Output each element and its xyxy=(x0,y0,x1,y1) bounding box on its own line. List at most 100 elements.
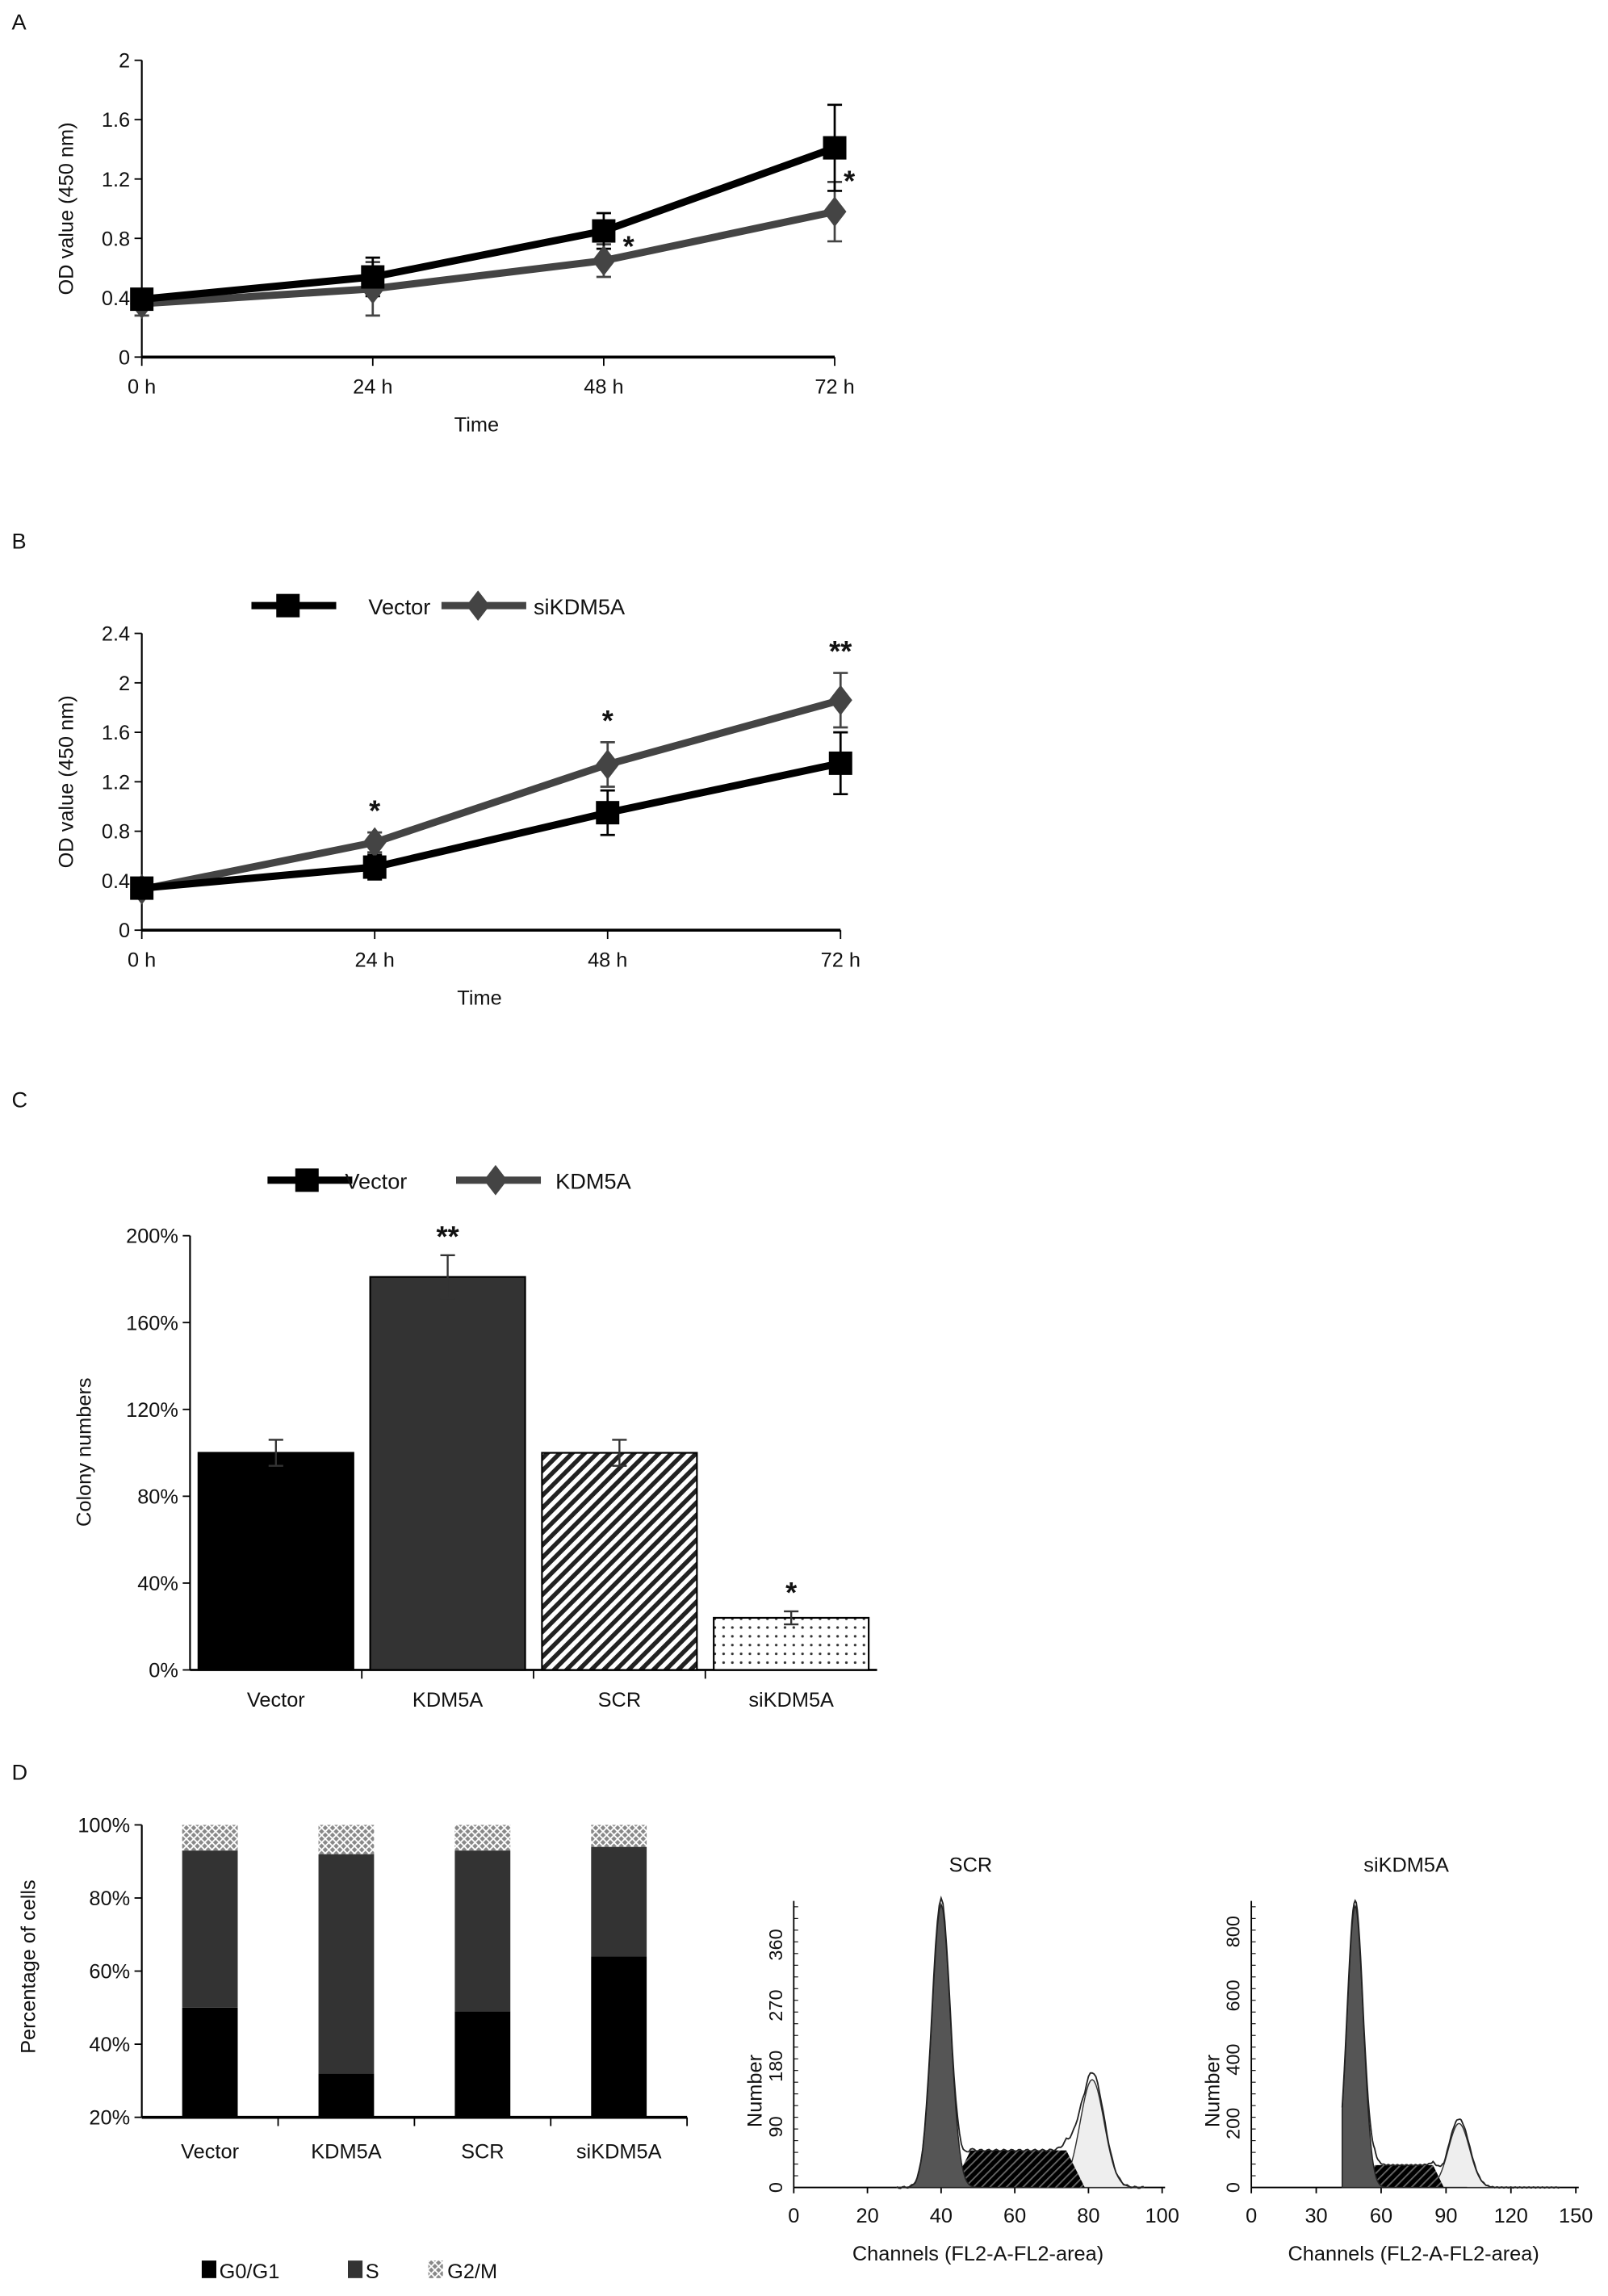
chart-d1-bar-segment xyxy=(454,1825,511,1851)
chart-d1-x-tick-label: KDM5A xyxy=(311,2140,381,2163)
chart-a-data-point xyxy=(823,196,847,228)
chart-a-y-tick-label: 0 xyxy=(119,346,130,369)
chart-b-legend-marker xyxy=(276,593,300,618)
chart-b-legend-label: siKDM5A xyxy=(534,594,626,619)
chart-a-x-tick-label: 72 h xyxy=(814,376,854,399)
chart-b-data-point xyxy=(362,855,387,879)
chart-d2-x-tick-label: 100 xyxy=(1145,2205,1179,2227)
chart-b-significance-mark: * xyxy=(369,794,381,827)
chart-c-bar xyxy=(369,1276,526,1671)
chart-b-x-tick-label: 24 h xyxy=(355,949,395,971)
chart-d1-legend-label: G0/G1 xyxy=(220,2260,280,2283)
chart-c-y-tick-label: 80% xyxy=(137,1485,178,1508)
chart-b-y-tick-label: 2 xyxy=(119,672,130,695)
chart-a-data-point xyxy=(130,287,154,312)
chart-d1-bar-segment xyxy=(182,1825,238,1851)
chart-d3-x-tick-label: 120 xyxy=(1494,2205,1528,2227)
chart-c-x-tick-label: Vector xyxy=(247,1689,305,1712)
chart-c-y-tick-label: 160% xyxy=(126,1312,178,1334)
chart-b-x-tick-label: 48 h xyxy=(588,949,627,971)
chart-a-y-tick-label: 0.4 xyxy=(102,287,130,310)
chart-b-data-point xyxy=(130,876,154,900)
chart-d3-y-tick-label: 600 xyxy=(1223,1980,1244,2011)
chart-d2-y-tick-label: 270 xyxy=(765,1989,786,2021)
chart-d3-x-tick-label: 0 xyxy=(1246,2205,1257,2227)
chart-c-y-tick-label: 200% xyxy=(126,1226,178,1248)
chart-d2-fit-curve xyxy=(896,1895,1144,2189)
chart-b-y-tick-label: 2.4 xyxy=(102,623,130,646)
chart-d2-x-tick-label: 60 xyxy=(1003,2205,1026,2227)
chart-d1-legend-label: S xyxy=(366,2260,379,2283)
chart-b-y-tick-label: 0.8 xyxy=(102,821,130,844)
chart-d3-fit-curve xyxy=(1341,1899,1560,2189)
chart-a-series-line xyxy=(141,207,835,308)
chart-d3-x-tick-label: 90 xyxy=(1434,2205,1457,2227)
chart-d3-x-tick-label: 30 xyxy=(1304,2205,1327,2227)
chart-d1-y-tick-label: 80% xyxy=(89,1887,130,1910)
chart-d3-y-tick-label: 400 xyxy=(1223,2043,1244,2075)
chart-a-significance-mark: * xyxy=(623,229,635,262)
chart-d2-y-label: Number xyxy=(743,2054,766,2127)
chart-c-bar xyxy=(713,1616,870,1671)
chart-layer: 0 0.4 0.8 1.2 1.6 2 0 h 24 h 48 h 72 h Time OD valu… xyxy=(17,50,1593,2283)
chart-a-data-point xyxy=(361,265,385,289)
panel-label-b: B xyxy=(11,529,26,554)
chart-c-legend-label: KDM5A xyxy=(555,1169,631,1194)
chart-a-x-tick-label: 0 h xyxy=(128,376,156,399)
chart-d1-bar-segment xyxy=(182,1850,238,2008)
chart-b-data-point xyxy=(828,685,852,716)
chart-d1-bar-segment xyxy=(591,1956,647,2118)
chart-d1-legend-swatch xyxy=(201,2260,217,2278)
chart-b-data-point xyxy=(362,827,387,858)
chart-c-bar xyxy=(197,1452,354,1671)
panel-label-c: C xyxy=(11,1087,27,1112)
chart-d1-x-tick-label: Vector xyxy=(181,2140,239,2163)
chart-d2-x-tick-label: 80 xyxy=(1077,2205,1099,2227)
chart-d2-s-phase xyxy=(952,2150,1085,2188)
chart-a-data-point xyxy=(592,245,616,276)
chart-c-legend-marker xyxy=(484,1165,508,1196)
chart-b-y-tick-label: 1.2 xyxy=(102,771,130,794)
chart-d1-y-tick-label: 40% xyxy=(89,2034,130,2056)
chart-c-error-bar xyxy=(784,1610,799,1626)
chart-d2-g1-peak xyxy=(897,1902,1039,2189)
chart-d3-x-tick-label: 150 xyxy=(1559,2205,1593,2227)
chart-d3-y-label: Number xyxy=(1201,2054,1224,2127)
chart-c-significance-mark: * xyxy=(785,1576,798,1609)
chart-c-x-tick-label: KDM5A xyxy=(412,1689,483,1712)
chart-d1-bar-segment xyxy=(318,1825,375,1854)
chart-d3-y-tick-label: 200 xyxy=(1223,2108,1244,2139)
chart-c-legend-marker xyxy=(295,1168,319,1192)
chart-c-y-label: Colony numbers xyxy=(73,1377,95,1527)
chart-d3-x-tick-label: 60 xyxy=(1370,2205,1392,2227)
chart-b-x-tick-label: 0 h xyxy=(128,949,156,971)
chart-c-legend-label: Vector xyxy=(345,1169,407,1194)
chart-c-x-tick-label: SCR xyxy=(598,1689,642,1712)
chart-b-series-line xyxy=(141,759,842,892)
chart-a-x-label: Time xyxy=(454,414,499,437)
chart-a-series-line xyxy=(141,144,836,304)
panel-label-a: A xyxy=(11,10,27,35)
chart-b-series-line xyxy=(140,696,842,894)
chart-d2-title: SCR xyxy=(949,1854,993,1876)
chart-b-y-tick-label: 0.4 xyxy=(102,870,130,893)
chart-d1-bar-segment xyxy=(318,1854,375,2074)
chart-d3-s-phase xyxy=(1363,2164,1444,2188)
chart-d1-bar-segment xyxy=(454,1850,511,2012)
chart-d2-x-label: Channels (FL2-A-FL2-area) xyxy=(852,2243,1103,2265)
chart-b-significance-mark: * xyxy=(602,704,614,737)
chart-d2-y-tick-label: 180 xyxy=(765,2051,786,2082)
chart-a-x-tick-label: 24 h xyxy=(353,376,392,399)
chart-d3-y-tick-label: 0 xyxy=(1223,2182,1244,2193)
chart-d2-x-tick-label: 0 xyxy=(788,2205,799,2227)
chart-a-y-tick-label: 0.8 xyxy=(102,228,130,250)
chart-d1-bar-segment xyxy=(182,2007,238,2118)
chart-b-y-tick-label: 0 xyxy=(119,920,130,942)
chart-b-x-label: Time xyxy=(457,987,501,1010)
chart-c-x-tick-label: siKDM5A xyxy=(748,1689,834,1712)
chart-c-significance-mark: ** xyxy=(436,1220,459,1253)
chart-d1-y-tick-label: 20% xyxy=(89,2107,130,2130)
chart-d1-y-label: Percentage of cells xyxy=(17,1879,40,2054)
chart-b-data-point xyxy=(828,751,852,775)
